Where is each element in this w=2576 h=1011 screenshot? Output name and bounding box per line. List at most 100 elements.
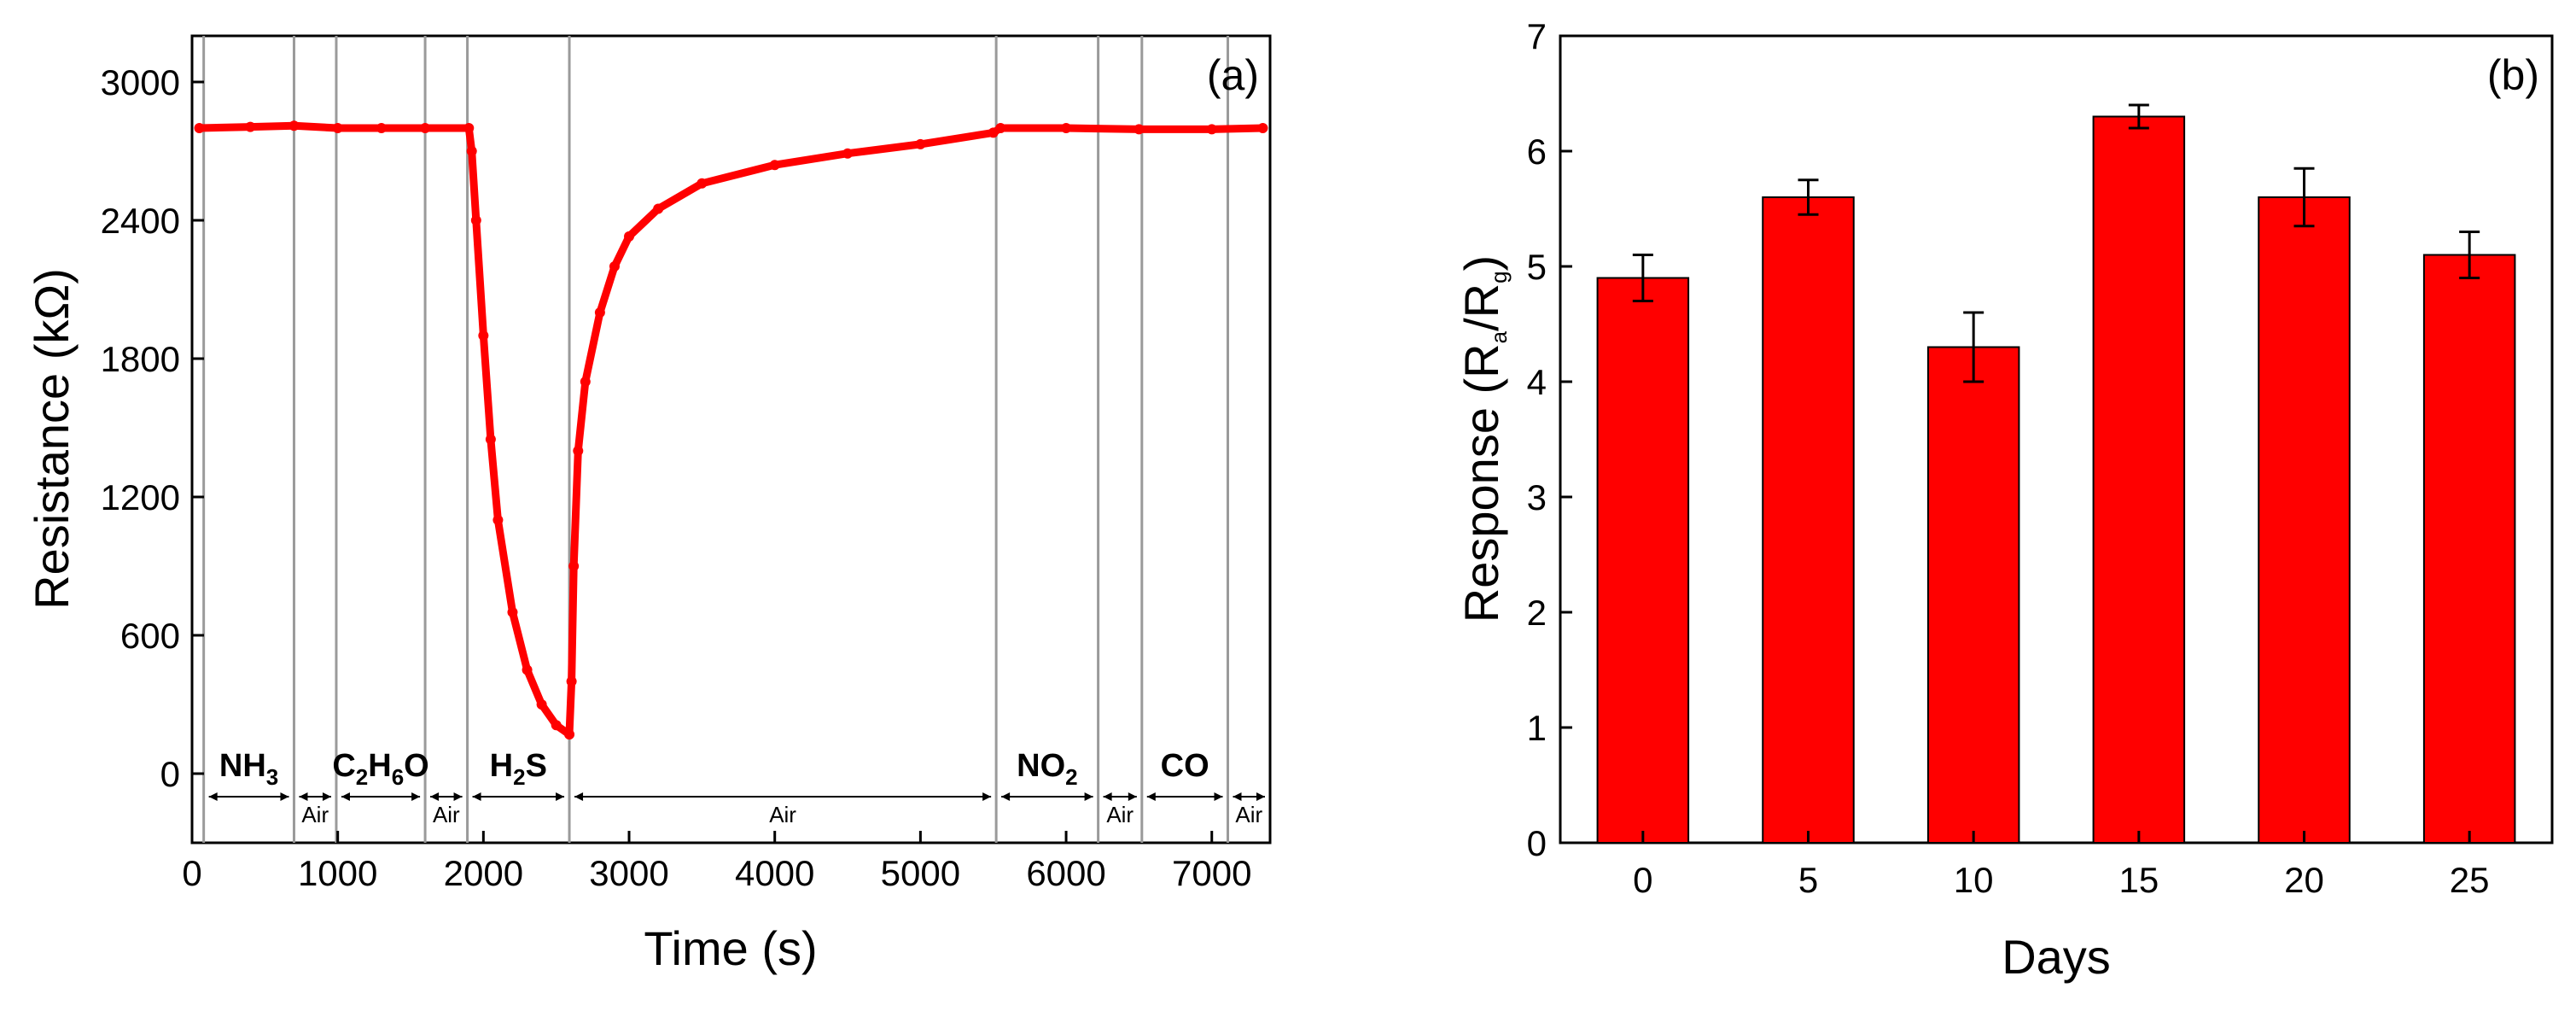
segment-label: Air bbox=[1235, 802, 1262, 827]
resistance-point bbox=[769, 160, 780, 171]
x-tick-label: 5 bbox=[1798, 860, 1818, 900]
x-tick-label: 0 bbox=[182, 853, 201, 893]
segment-arrow-left bbox=[1146, 792, 1156, 801]
gas-segment: CO bbox=[1146, 748, 1223, 801]
segment-label: Air bbox=[1106, 802, 1134, 827]
segment-label: NO2 bbox=[1017, 748, 1077, 790]
y-tick-label: 0 bbox=[160, 754, 180, 794]
resistance-point bbox=[1134, 124, 1145, 135]
resistance-point bbox=[564, 729, 575, 740]
x-tick-label: 3000 bbox=[589, 853, 668, 893]
segment-arrow-left bbox=[472, 792, 481, 801]
resistance-point bbox=[245, 121, 256, 132]
y-tick-label: 3 bbox=[1527, 477, 1547, 517]
resistance-point bbox=[466, 146, 477, 156]
gas-segment: C2H6O bbox=[332, 748, 429, 801]
resistance-point bbox=[485, 434, 496, 445]
segment-label: Air bbox=[769, 802, 796, 827]
response-bar-group bbox=[2092, 103, 2186, 844]
resistance-point bbox=[332, 123, 343, 133]
segment-arrow-left bbox=[299, 792, 308, 801]
segment-arrow-right bbox=[1128, 792, 1137, 801]
segment-arrow-right bbox=[280, 792, 289, 801]
y-tick-label: 3000 bbox=[101, 62, 180, 102]
resistance-point bbox=[1061, 123, 1072, 133]
segment-arrow-right bbox=[1214, 792, 1223, 801]
panel-b-y-axis-ticks: 0 1 2 3 4 5 6 7 bbox=[1527, 16, 1572, 863]
y-tick-label: 2 bbox=[1527, 593, 1547, 633]
resistance-point bbox=[566, 676, 577, 687]
resistance-point bbox=[478, 330, 489, 341]
response-bar bbox=[1762, 196, 1855, 844]
gas-segment: NO2 bbox=[1001, 748, 1093, 801]
gas-segment: Air bbox=[430, 792, 463, 827]
panel-a-x-axis-label: Time (s) bbox=[644, 921, 817, 975]
response-bar-group bbox=[1596, 254, 1690, 844]
segment-label: C2H6O bbox=[332, 748, 428, 790]
y-tick-label: 7 bbox=[1527, 16, 1547, 56]
response-bar bbox=[2422, 254, 2516, 844]
y-tick-label: 0 bbox=[1527, 823, 1547, 863]
resistance-point bbox=[573, 446, 584, 456]
segment-arrow-left bbox=[430, 792, 440, 801]
resistance-point bbox=[653, 203, 664, 214]
x-tick-label: 7000 bbox=[1172, 853, 1251, 893]
y-tick-label: 2400 bbox=[101, 201, 180, 241]
panel-b-y-axis-label: Response (Ra/Rg) bbox=[1454, 255, 1512, 622]
segment-label: H2S bbox=[490, 748, 547, 790]
x-tick-label: 20 bbox=[2284, 860, 2324, 900]
resistance-point bbox=[463, 123, 475, 133]
resistance-point bbox=[995, 123, 1006, 133]
y-tick-label: 1 bbox=[1527, 708, 1547, 748]
x-tick-label: 4000 bbox=[735, 853, 814, 893]
x-tick-label: 6000 bbox=[1026, 853, 1105, 893]
resistance-line bbox=[195, 121, 1267, 739]
gas-segment: Air bbox=[1103, 792, 1137, 827]
response-bar-group bbox=[2258, 167, 2351, 844]
response-bar-group bbox=[1762, 178, 1855, 844]
segment-arrow-left bbox=[208, 792, 218, 801]
y-tick-label: 600 bbox=[120, 616, 180, 656]
resistance-point bbox=[568, 561, 580, 571]
response-bar-group bbox=[2422, 231, 2516, 844]
response-bar-group bbox=[1926, 311, 2020, 844]
y-tick-label: 6 bbox=[1527, 131, 1547, 172]
panel-a-x-axis-ticks: 0 1000 2000 3000 4000 5000 6000 7000 bbox=[182, 831, 1251, 893]
segment-arrow-right bbox=[982, 792, 992, 801]
panel-b-x-axis-ticks: 0 5 10 15 20 25 bbox=[1633, 831, 2490, 900]
resistance-point bbox=[624, 231, 635, 242]
resistance-point bbox=[507, 607, 518, 617]
x-tick-label: 2000 bbox=[444, 853, 523, 893]
resistance-point bbox=[696, 178, 708, 189]
resistance-point bbox=[376, 123, 387, 133]
x-tick-label: 0 bbox=[1633, 860, 1652, 900]
resistance-point bbox=[492, 515, 504, 525]
resistance-point bbox=[988, 127, 999, 138]
y-tick-label: 1800 bbox=[101, 339, 180, 379]
y-tick-label: 1200 bbox=[101, 477, 180, 517]
resistance-point bbox=[915, 138, 926, 149]
resistance-point bbox=[522, 664, 533, 675]
panel-a-y-axis-label: Resistance (kΩ) bbox=[25, 268, 79, 610]
segment-arrow-right bbox=[322, 792, 331, 801]
panel-b-plot-frame bbox=[1559, 34, 2554, 844]
x-tick-label: 10 bbox=[1954, 860, 1994, 900]
x-tick-label: 1000 bbox=[298, 853, 377, 893]
gas-segment: Air bbox=[574, 792, 992, 827]
x-tick-label: 15 bbox=[2118, 860, 2159, 900]
segment-arrow-right bbox=[1256, 792, 1265, 801]
response-bar bbox=[1926, 346, 2020, 844]
resistance-point bbox=[609, 261, 620, 272]
panel-b-x-axis-label: Days bbox=[2002, 930, 2111, 984]
resistance-point bbox=[551, 720, 562, 731]
segment-label: CO bbox=[1161, 748, 1209, 784]
response-bar bbox=[1596, 277, 1690, 844]
resistance-point bbox=[594, 307, 605, 318]
panel-a-plot-frame bbox=[190, 34, 1272, 844]
segment-arrow-right bbox=[1084, 792, 1093, 801]
resistance-point bbox=[420, 123, 431, 133]
resistance-point bbox=[194, 123, 205, 133]
